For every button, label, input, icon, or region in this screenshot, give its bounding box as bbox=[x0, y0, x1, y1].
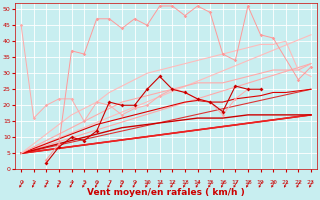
X-axis label: Vent moyen/en rafales ( km/h ): Vent moyen/en rafales ( km/h ) bbox=[87, 188, 245, 197]
